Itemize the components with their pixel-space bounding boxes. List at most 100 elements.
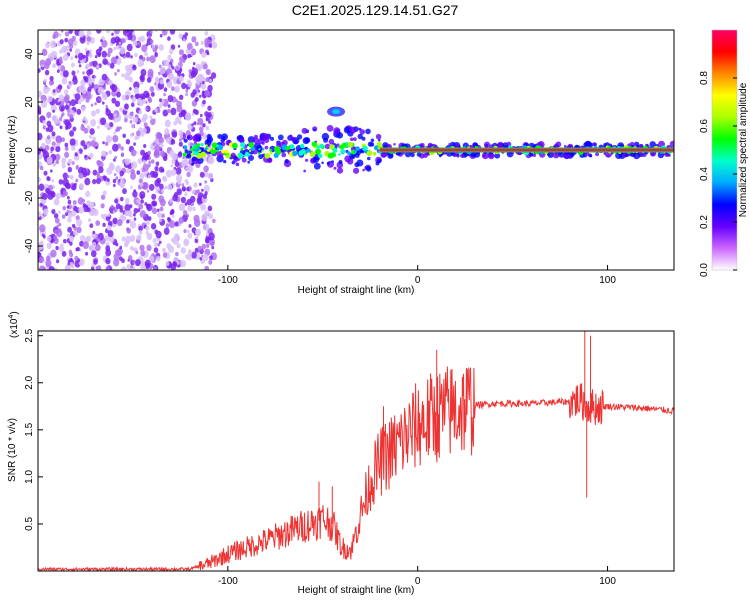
carrier-halo-blob [353,137,357,142]
noise-blob [113,258,120,267]
noise-blob [87,86,92,92]
noise-blob [179,56,184,63]
carrier-halo-blob [270,136,275,141]
carrier-halo-blob [188,150,193,154]
noise-blob [137,42,141,46]
noise-blob [59,125,63,130]
noise-blob [170,209,175,215]
noise-blob [95,266,99,270]
noise-blob [146,189,150,193]
noise-blob [38,177,41,183]
noise-blob [162,247,166,253]
noise-blob [149,55,156,64]
carrier-halo-blob [365,128,371,135]
noise-blob [136,199,140,204]
noise-blob [191,100,197,107]
noise-blob [149,115,153,120]
noise-blob [114,100,121,108]
noise-blob [105,266,110,270]
noise-blob [183,157,188,164]
x-tick-label: 0 [415,576,421,587]
noise-blob [119,46,126,55]
noise-blob [38,265,46,270]
colorbar-tick-label: 0.0 [699,263,710,277]
noise-blob [154,82,157,86]
noise-blob [130,234,136,242]
noise-blob [140,68,147,77]
noise-blob [159,98,162,102]
noise-blob [137,158,143,164]
snr-y-axis: 0.5 1.0 1.5 2.0 2.5 [24,328,43,531]
noise-blob [186,198,192,206]
carrier-core-blob [200,143,204,146]
noise-blob [130,133,134,138]
noise-blob [38,251,41,255]
noise-blob [159,103,163,109]
noise-blob [122,188,127,195]
noise-blob [64,31,70,37]
noise-blob [57,84,63,90]
carrier-core-blob [355,146,360,151]
noise-blob [43,208,49,215]
noise-blob [202,90,205,94]
carrier-core-blob [204,147,208,151]
noise-blob [41,64,45,68]
noise-blob [100,117,107,126]
noise-blob [191,67,198,76]
noise-blob [171,86,175,92]
noise-blob [93,75,97,79]
noise-blob [132,64,136,69]
noise-blob [200,203,207,211]
noise-blob [89,49,92,53]
noise-blob [117,69,120,73]
noise-blob [163,227,170,235]
carrier-core-blob [376,141,382,147]
noise-blob [86,30,92,36]
noise-blob [93,259,98,265]
noise-blob [82,203,87,208]
noise-blob [126,227,132,234]
noise-blob [208,238,215,247]
noise-blob [128,210,132,215]
noise-blob [158,218,162,223]
carrier-core-blob [311,141,317,147]
noise-blob [119,170,124,177]
carrier-halo-blob [239,138,245,144]
noise-blob [122,205,125,209]
noise-blob [50,146,54,152]
noise-blob [109,62,115,69]
noise-blob [63,89,69,95]
noise-blob [140,199,144,204]
noise-blob [121,258,125,264]
noise-blob [90,140,96,147]
noise-blob [138,36,142,42]
noise-blob [64,104,69,110]
noise-blob [208,213,214,220]
noise-blob [89,128,95,135]
carrier-core-blob [244,151,250,157]
spectrogram-x-axis: -100 0 100 [218,265,616,286]
noise-blob [107,47,113,54]
noise-blob [103,86,106,90]
carrier-halo-blob [669,140,674,148]
noise-blob [67,217,72,223]
noise-blob [90,119,97,127]
noise-blob [39,224,46,233]
noise-blob [105,245,111,252]
noise-blob [204,265,210,270]
carrier-core-blob [207,148,211,152]
noise-blob [175,167,182,175]
noise-blob [83,144,88,150]
noise-blob [167,216,171,221]
noise-blob [165,169,173,178]
noise-blob [183,188,186,192]
noise-blob [84,76,89,83]
noise-blob [107,79,113,86]
noise-blob [85,190,91,198]
noise-blob [167,104,171,108]
carrier-halo-blob [607,154,610,158]
noise-blob [71,35,76,42]
noise-blob [50,104,57,113]
noise-blob [126,168,131,174]
carrier-halo-blob [369,142,375,147]
